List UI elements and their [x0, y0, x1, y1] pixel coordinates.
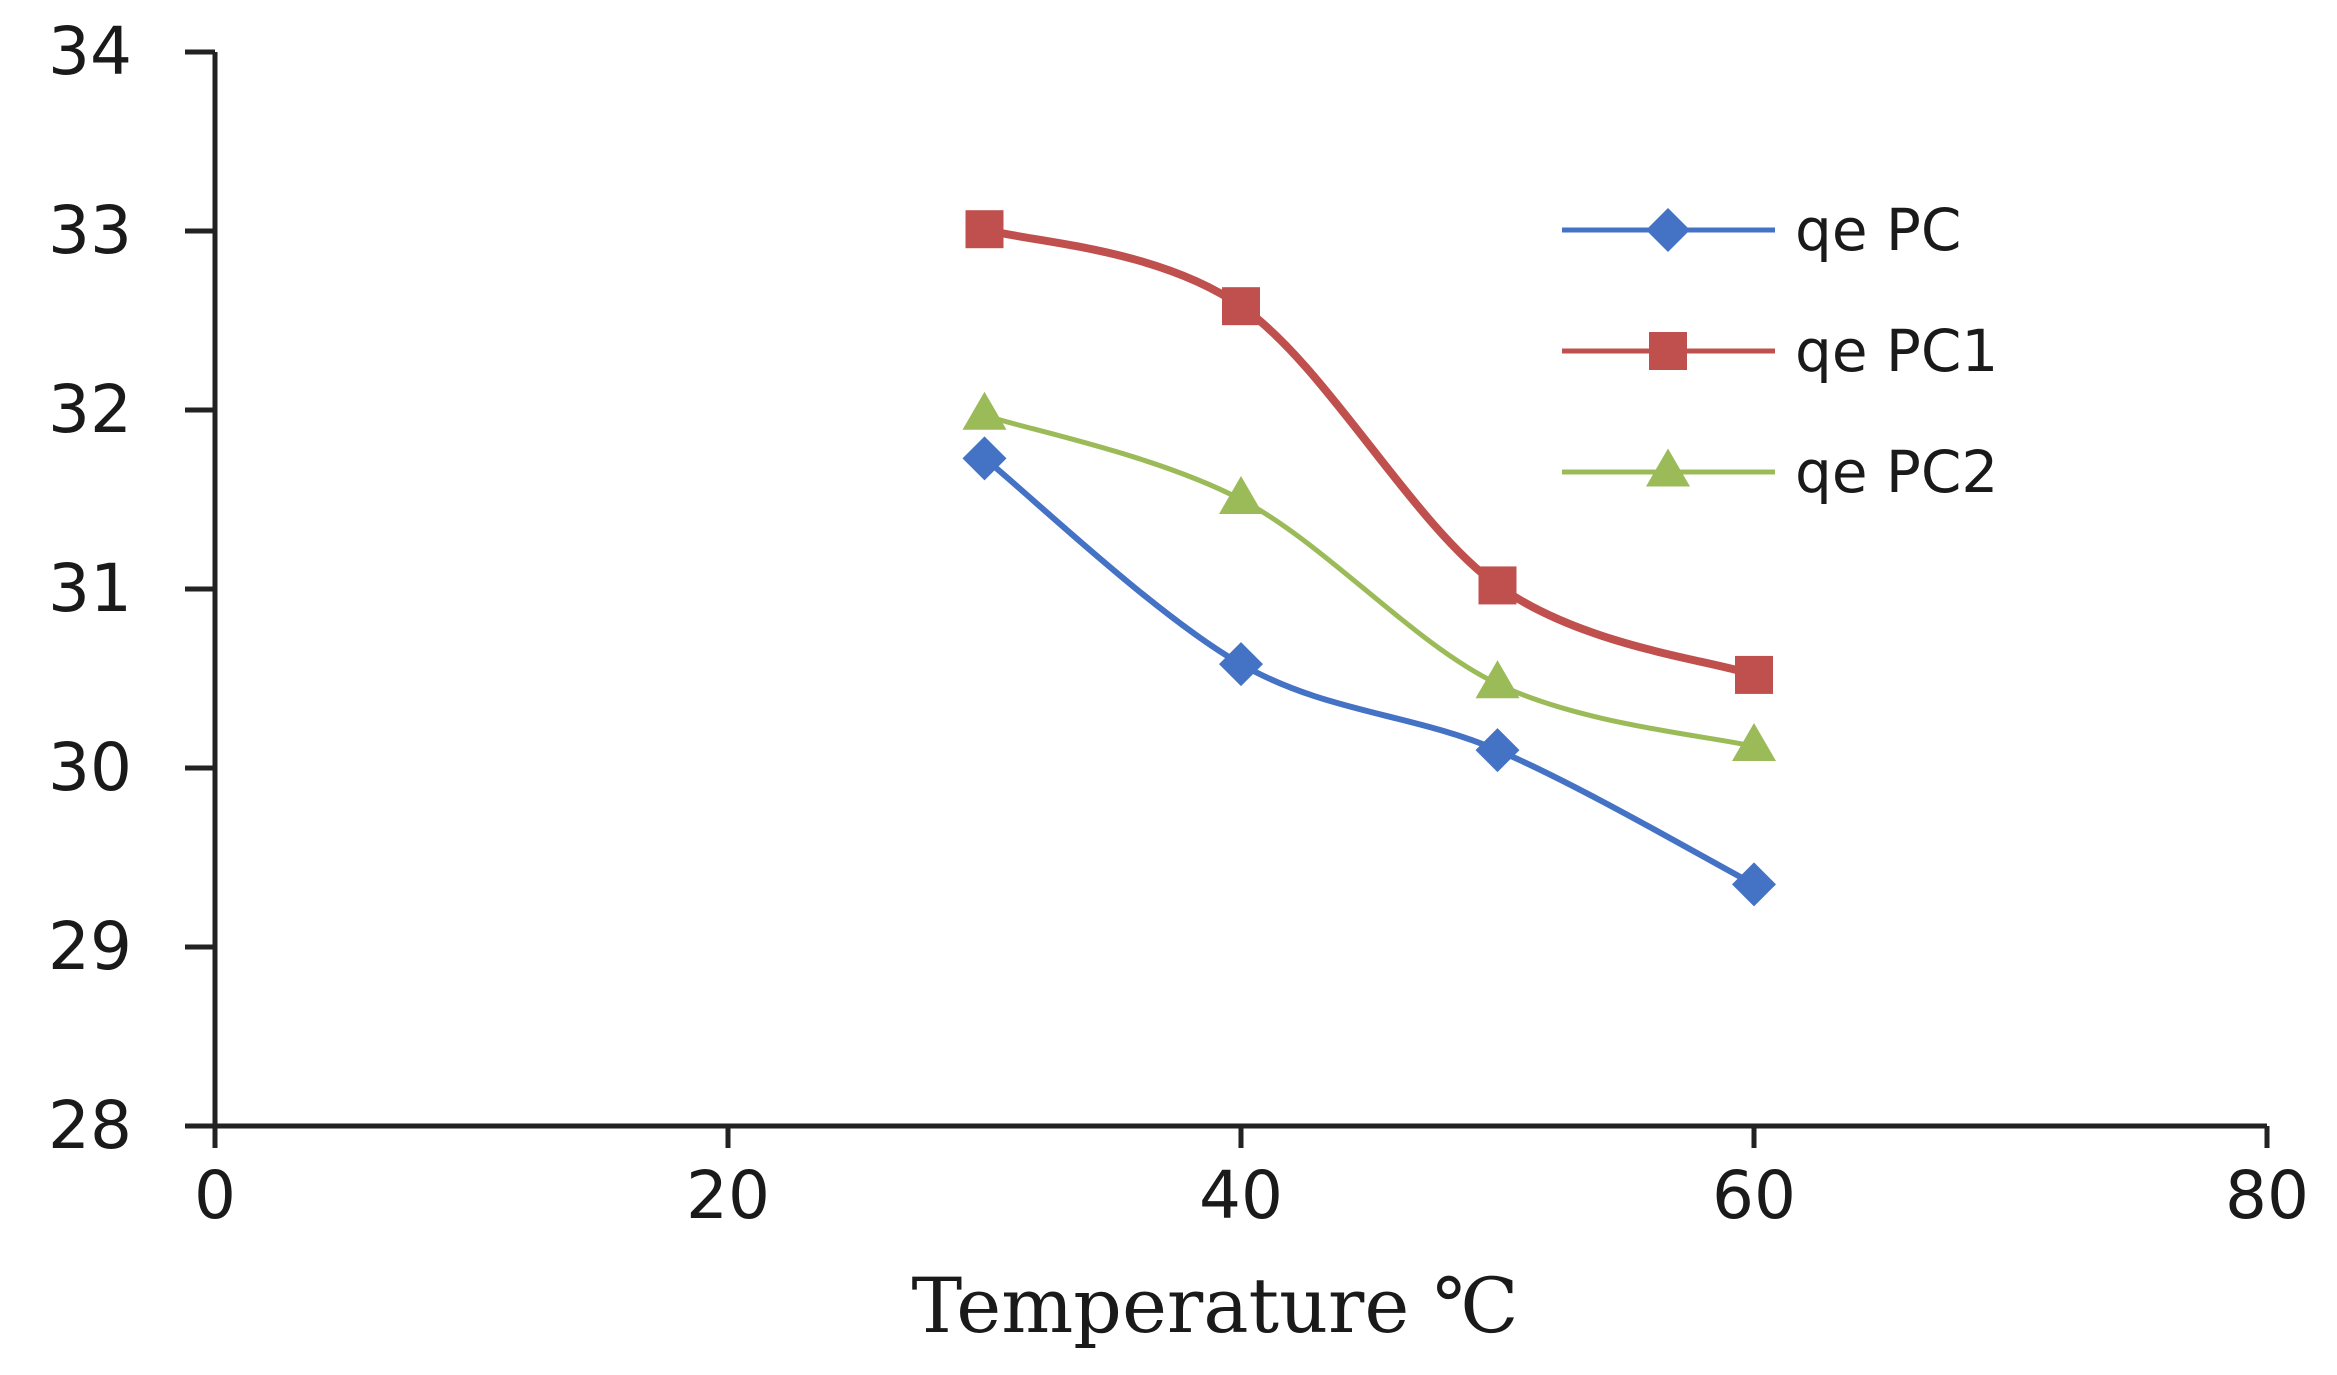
y-tick-label: 34: [48, 13, 132, 90]
data-point: [1732, 862, 1776, 907]
series-qe-pc1: [965, 210, 1773, 694]
y-tick-label: 29: [48, 908, 132, 985]
legend-marker: [1646, 208, 1690, 252]
data-point: [1735, 655, 1773, 694]
y-tick-label: 33: [48, 192, 132, 269]
legend-item: qe PC2: [1562, 438, 1998, 506]
x-tick-label: 0: [194, 1157, 236, 1234]
legend-label: qe PC2: [1795, 438, 1998, 506]
legend-item: qe PC: [1562, 196, 1961, 264]
data-point: [1475, 660, 1520, 699]
legend-marker: [1649, 332, 1687, 370]
legend-label: qe PC1: [1795, 317, 1998, 385]
x-tick-label: 80: [2225, 1157, 2309, 1234]
series-line: [980, 225, 1758, 679]
y-tick-label: 32: [48, 371, 132, 448]
data-point: [962, 436, 1007, 481]
y-tick-label: 30: [48, 729, 132, 806]
series-qe-pc: [962, 436, 1776, 907]
legend-item: qe PC1: [1562, 317, 1998, 385]
x-tick-label: 40: [1199, 1157, 1283, 1234]
series-line: [982, 412, 1757, 750]
legend-label: qe PC: [1795, 196, 1961, 264]
data-point: [1478, 566, 1517, 605]
axes: 28 29 30 31 32 33 34 0 20 40 60 80: [48, 13, 2309, 1234]
data-point: [1475, 728, 1520, 773]
series-lines: [962, 210, 1776, 907]
data-point: [1219, 642, 1263, 687]
data-point: [965, 210, 1004, 249]
data-point: [1732, 722, 1776, 761]
x-tick-label: 20: [686, 1157, 770, 1234]
data-point: [1222, 287, 1260, 326]
y-tick-label: 31: [48, 550, 132, 627]
series-qe-pc2: [962, 391, 1776, 761]
x-tick-label: 60: [1712, 1157, 1796, 1234]
y-tick-label: 28: [48, 1087, 132, 1164]
legend: qe PC qe PC1 qe PC2: [1562, 196, 1998, 506]
legend-marker: [1646, 448, 1690, 487]
series-line: [981, 455, 1757, 888]
x-axis-title: Temperature ℃: [911, 1261, 1518, 1350]
data-point: [962, 391, 1007, 430]
data-point: [1219, 475, 1263, 514]
